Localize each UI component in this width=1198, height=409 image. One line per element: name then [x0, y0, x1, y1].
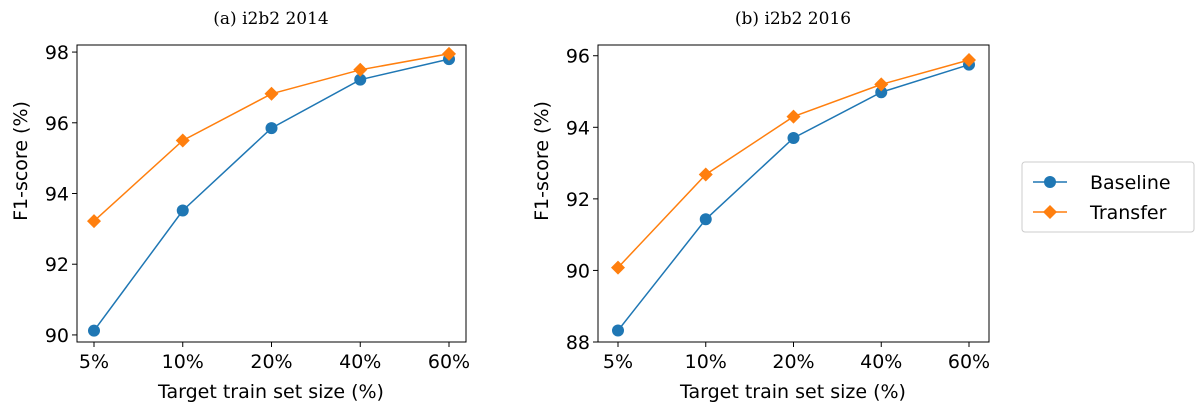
- y-tick-label: 88: [566, 332, 590, 354]
- legend-frame: [1021, 161, 1195, 233]
- data-point-baseline: [176, 204, 189, 217]
- data-point-transfer: [175, 133, 190, 148]
- data-point-baseline: [699, 213, 712, 226]
- data-point-baseline: [875, 86, 888, 99]
- legend-entry-transfer: Transfer: [1033, 202, 1167, 224]
- panel-a-ylabel: F1-score (%): [10, 101, 32, 221]
- panel-b-title: (b) i2b2 2016: [735, 9, 851, 29]
- panel-a: (a) i2b2 2014 F1-score (%) Target train …: [10, 9, 470, 403]
- series-line-transfer: [617, 59, 970, 269]
- y-tick-label: 98: [45, 42, 69, 64]
- data-point-baseline: [787, 132, 800, 145]
- y-tick-label: 90: [45, 325, 69, 347]
- data-point-baseline: [265, 122, 278, 135]
- x-tick-label: 5%: [603, 351, 633, 373]
- x-tick-label: 40%: [339, 351, 381, 373]
- legend-transfer-marker: [1043, 205, 1057, 219]
- panel-b-xlabel: Target train set size (%): [679, 381, 906, 403]
- series-line-transfer: [93, 53, 450, 222]
- y-tick-label: 92: [566, 189, 590, 211]
- legend-baseline-label: Baseline: [1090, 172, 1171, 194]
- data-point-transfer: [87, 214, 101, 229]
- y-tick-label: 94: [45, 184, 69, 206]
- data-point-transfer: [442, 46, 456, 61]
- x-tick-label: 40%: [860, 351, 902, 373]
- y-tick-label: 96: [566, 46, 590, 68]
- legend-transfer-label: Transfer: [1089, 202, 1167, 224]
- x-tick-label: 20%: [772, 351, 814, 373]
- legend: Baseline Transfer: [1021, 161, 1195, 233]
- axes-frame: [597, 44, 990, 343]
- panel-b-plot-area: 88 90 92 94 96 5% 10% 20% 40% 60%: [566, 44, 990, 373]
- x-tick-label: 5%: [79, 351, 109, 373]
- data-point-baseline: [354, 73, 367, 86]
- y-tick-label: 92: [45, 254, 69, 276]
- y-tick-label: 96: [45, 113, 69, 135]
- data-point-transfer: [353, 62, 368, 77]
- x-tick-label: 10%: [685, 351, 727, 373]
- data-point-transfer: [698, 167, 713, 182]
- data-point-transfer: [264, 86, 279, 101]
- panel-a-plot-area: 90 92 94 96 98 5% 10% 20% 40% 60%: [45, 42, 470, 373]
- x-tick-label: 10%: [162, 351, 204, 373]
- panel-b-ylabel: F1-score (%): [531, 101, 553, 221]
- x-tick-label: 60%: [428, 351, 470, 373]
- data-point-transfer: [786, 109, 801, 124]
- data-point-baseline: [612, 324, 624, 337]
- data-point-baseline: [88, 324, 100, 337]
- panel-a-xlabel: Target train set size (%): [157, 381, 384, 403]
- legend-baseline-marker: [1044, 176, 1056, 188]
- series-line-baseline: [617, 63, 970, 331]
- data-point-transfer: [962, 53, 976, 68]
- panel-b: (b) i2b2 2016 F1-score (%) Target train …: [531, 9, 990, 403]
- panel-a-title: (a) i2b2 2014: [213, 9, 328, 29]
- y-tick-label: 90: [566, 260, 590, 282]
- legend-entry-baseline: Baseline: [1033, 172, 1171, 194]
- y-tick-label: 94: [566, 117, 590, 139]
- x-tick-label: 20%: [250, 351, 292, 373]
- x-tick-label: 60%: [948, 351, 990, 373]
- data-point-transfer: [874, 77, 889, 92]
- data-point-transfer: [611, 260, 625, 275]
